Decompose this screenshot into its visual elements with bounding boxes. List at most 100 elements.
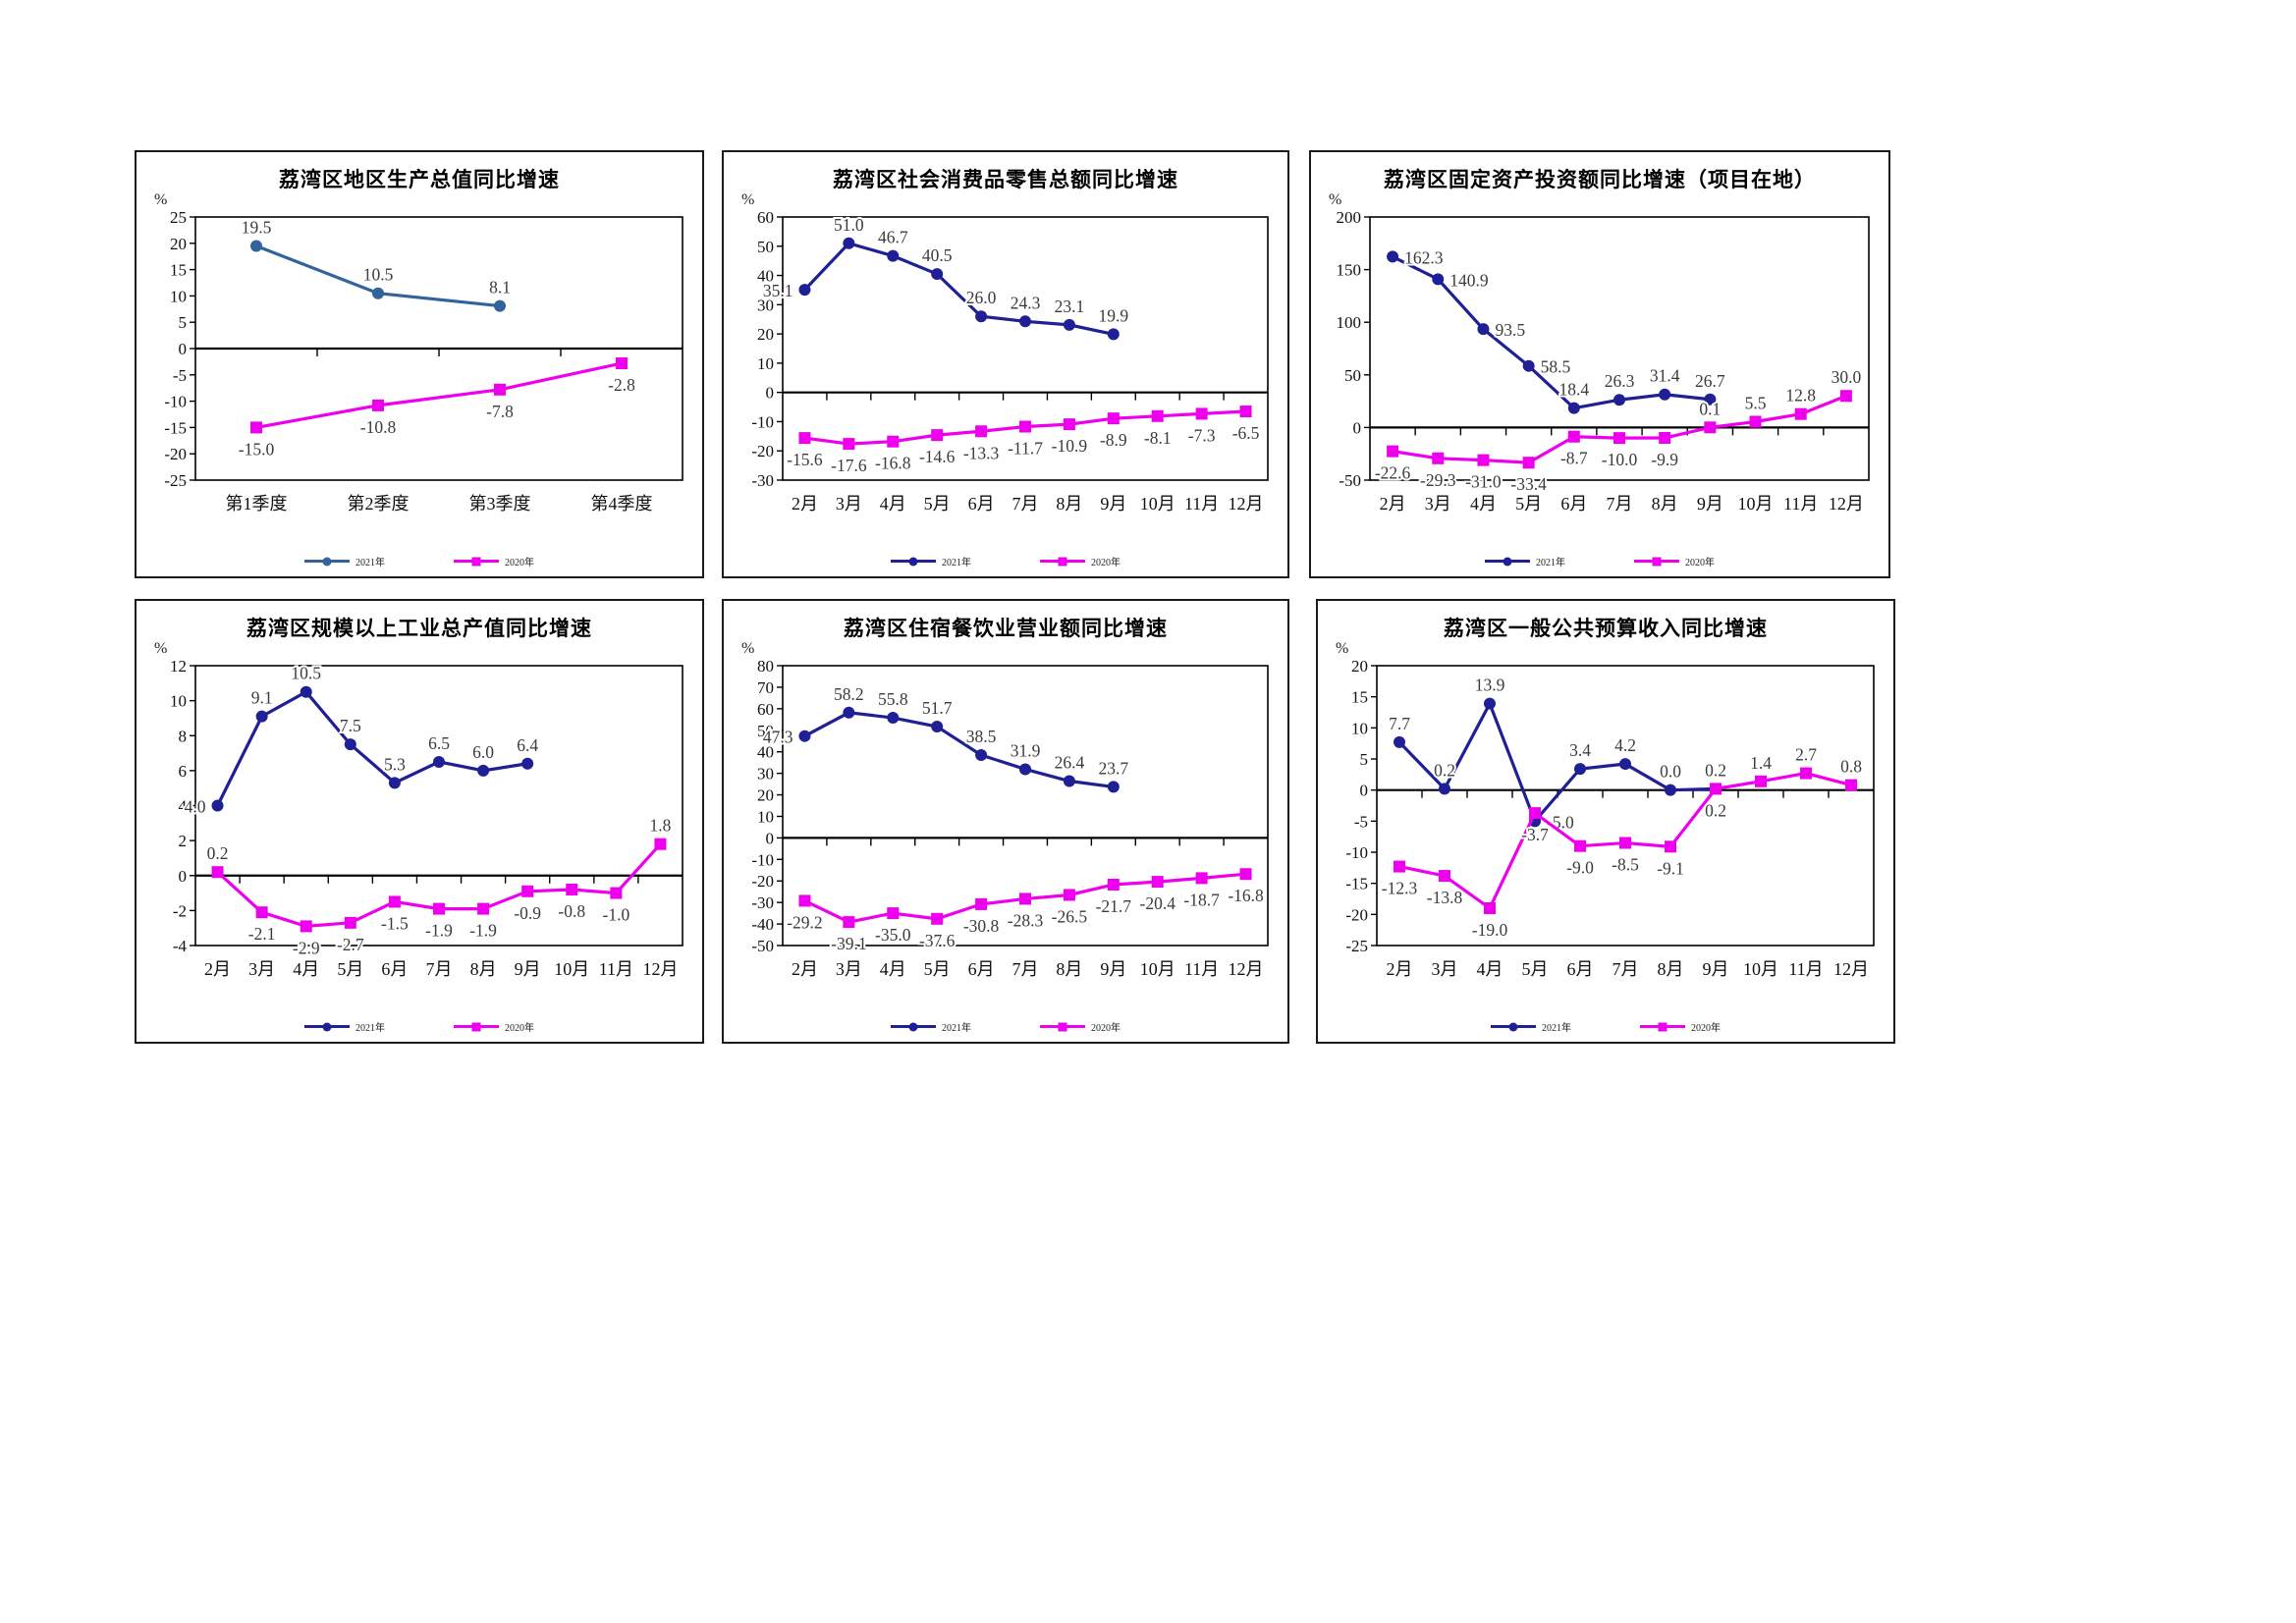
svg-text:0.2: 0.2 xyxy=(207,843,229,863)
svg-text:40.5: 40.5 xyxy=(922,245,953,265)
svg-text:-33.4: -33.4 xyxy=(1510,474,1547,494)
svg-text:第3季度: 第3季度 xyxy=(469,494,531,514)
legend-item-2021: 2021年 xyxy=(304,554,385,568)
legend-label-2020: 2020年 xyxy=(1091,558,1121,568)
svg-text:7月: 7月 xyxy=(1012,959,1039,979)
legend-item-2021: 2021年 xyxy=(891,554,971,568)
svg-text:7月: 7月 xyxy=(1613,959,1639,979)
svg-text:-29.2: -29.2 xyxy=(787,912,822,932)
svg-text:10: 10 xyxy=(1351,719,1368,737)
chart-title: 荔湾区社会消费品零售总额同比增速 xyxy=(833,168,1178,191)
svg-text:5.3: 5.3 xyxy=(384,754,406,774)
legend-item-2020: 2020年 xyxy=(1640,1019,1721,1034)
svg-text:-19.0: -19.0 xyxy=(1472,920,1508,940)
svg-text:4: 4 xyxy=(179,797,188,816)
svg-text:-29.3: -29.3 xyxy=(1420,470,1456,490)
svg-text:-0.9: -0.9 xyxy=(514,903,541,923)
svg-text:4月: 4月 xyxy=(880,494,906,514)
svg-text:3月: 3月 xyxy=(1425,494,1451,514)
svg-text:35.1: 35.1 xyxy=(763,281,793,300)
svg-text:30: 30 xyxy=(757,296,774,314)
svg-text:-1.9: -1.9 xyxy=(425,921,453,941)
svg-text:10.5: 10.5 xyxy=(363,265,394,285)
svg-text:11月: 11月 xyxy=(1184,959,1219,979)
svg-text:4月: 4月 xyxy=(880,959,906,979)
svg-text:6: 6 xyxy=(179,762,188,781)
legend-item-2020: 2020年 xyxy=(1040,1019,1121,1034)
legend-label-2021: 2021年 xyxy=(1536,558,1565,568)
svg-text:-16.8: -16.8 xyxy=(875,454,911,473)
svg-text:-7.3: -7.3 xyxy=(1188,425,1216,445)
svg-text:12: 12 xyxy=(170,657,187,676)
svg-text:-8.5: -8.5 xyxy=(1612,855,1639,875)
svg-text:10月: 10月 xyxy=(554,959,589,979)
svg-text:-10.8: -10.8 xyxy=(360,417,397,437)
legend-marker-2020-icon xyxy=(1658,1022,1667,1031)
y-axis-unit-label: % xyxy=(1336,640,1349,657)
svg-text:-30.8: -30.8 xyxy=(963,916,1000,936)
svg-text:-11.7: -11.7 xyxy=(1008,439,1043,459)
svg-text:-14.6: -14.6 xyxy=(919,447,956,466)
svg-text:2月: 2月 xyxy=(792,959,818,979)
svg-text:11月: 11月 xyxy=(599,959,633,979)
svg-text:30.0: 30.0 xyxy=(1831,367,1862,387)
y-axis-unit-label: % xyxy=(154,191,168,208)
legend-item-2021: 2021年 xyxy=(891,1019,971,1034)
chart-title: 荔湾区固定资产投资额同比增速（项目在地） xyxy=(1384,168,1816,191)
svg-text:11月: 11月 xyxy=(1783,494,1818,514)
svg-text:-2.1: -2.1 xyxy=(248,924,276,944)
svg-text:-10: -10 xyxy=(751,850,774,869)
svg-text:18.4: 18.4 xyxy=(1559,380,1590,400)
legend-line-2021-icon xyxy=(1491,1022,1536,1031)
svg-text:9.1: 9.1 xyxy=(251,688,273,708)
svg-text:2月: 2月 xyxy=(1387,959,1413,979)
svg-text:0: 0 xyxy=(1353,418,1362,437)
svg-text:0.8: 0.8 xyxy=(1840,757,1862,777)
svg-text:-12.3: -12.3 xyxy=(1382,879,1418,898)
svg-text:58.5: 58.5 xyxy=(1541,357,1571,377)
svg-text:-2.9: -2.9 xyxy=(293,938,320,957)
y-axis-unit-label: % xyxy=(741,640,755,657)
svg-text:-10.0: -10.0 xyxy=(1602,450,1638,469)
svg-text:4月: 4月 xyxy=(1470,494,1497,514)
legend-line-2021-icon xyxy=(304,1022,350,1031)
svg-text:7月: 7月 xyxy=(426,959,453,979)
svg-text:-8.7: -8.7 xyxy=(1560,449,1588,468)
svg-text:-30: -30 xyxy=(751,893,774,912)
svg-text:-6.5: -6.5 xyxy=(1232,423,1260,443)
svg-text:-39.1: -39.1 xyxy=(831,934,866,953)
chart-title: 荔湾区一般公共预算收入同比增速 xyxy=(1444,617,1768,640)
svg-text:-9.1: -9.1 xyxy=(1657,858,1684,878)
svg-text:12月: 12月 xyxy=(1229,959,1264,979)
svg-text:100: 100 xyxy=(1337,313,1362,332)
svg-text:19.5: 19.5 xyxy=(242,217,272,237)
svg-text:1.8: 1.8 xyxy=(650,816,672,836)
svg-text:-22.6: -22.6 xyxy=(1375,463,1411,483)
svg-text:40: 40 xyxy=(757,743,774,762)
svg-text:51.0: 51.0 xyxy=(834,215,864,235)
svg-text:10月: 10月 xyxy=(1140,959,1175,979)
plot-area: -25 -20 -15 -10 -5 0 5 10 15 20 25 第1季度 第2季度 第3季度 第4季度… xyxy=(164,208,683,514)
svg-text:25: 25 xyxy=(170,208,187,227)
svg-text:0: 0 xyxy=(179,340,188,358)
svg-text:8月: 8月 xyxy=(1056,494,1082,514)
svg-text:10月: 10月 xyxy=(1140,494,1175,514)
legend-line-2021-icon xyxy=(891,1022,936,1031)
svg-text:38.5: 38.5 xyxy=(966,727,997,746)
svg-text:6月: 6月 xyxy=(381,959,408,979)
svg-text:-26.5: -26.5 xyxy=(1052,906,1088,926)
svg-text:-28.3: -28.3 xyxy=(1008,910,1044,930)
svg-text:-4: -4 xyxy=(173,937,188,955)
svg-text:-10: -10 xyxy=(751,412,774,431)
svg-text:-13.8: -13.8 xyxy=(1427,888,1463,907)
legend-line-2021-icon xyxy=(304,557,350,566)
svg-text:-20.4: -20.4 xyxy=(1140,893,1176,913)
svg-text:10: 10 xyxy=(170,692,187,711)
legend-line-2020-icon xyxy=(1040,1022,1085,1031)
svg-text:0.0: 0.0 xyxy=(1660,762,1681,782)
svg-text:50: 50 xyxy=(757,238,774,256)
svg-text:3月: 3月 xyxy=(836,494,862,514)
svg-text:-20: -20 xyxy=(1345,905,1368,924)
svg-text:51.7: 51.7 xyxy=(922,698,953,718)
